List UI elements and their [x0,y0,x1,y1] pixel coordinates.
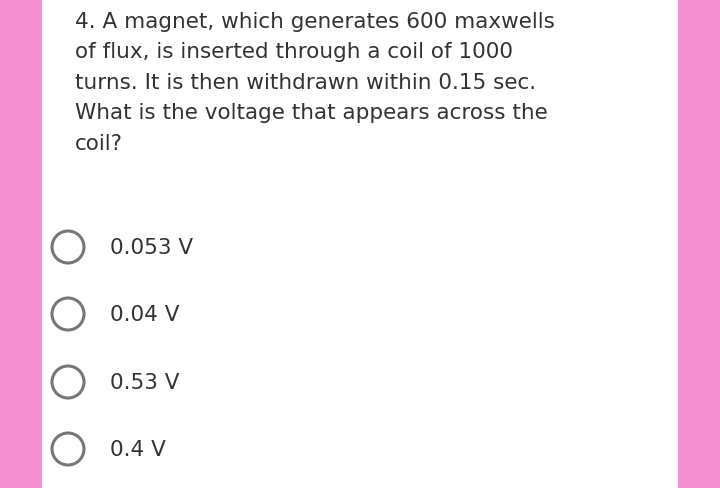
Text: 0.04 V: 0.04 V [110,305,179,325]
Text: 4. A magnet, which generates 600 maxwells
of flux, is inserted through a coil of: 4. A magnet, which generates 600 maxwell… [75,12,555,153]
Text: 0.53 V: 0.53 V [110,372,179,392]
Text: 0.4 V: 0.4 V [110,439,166,459]
Text: 0.053 V: 0.053 V [110,238,193,258]
Bar [42,0,678,488]
